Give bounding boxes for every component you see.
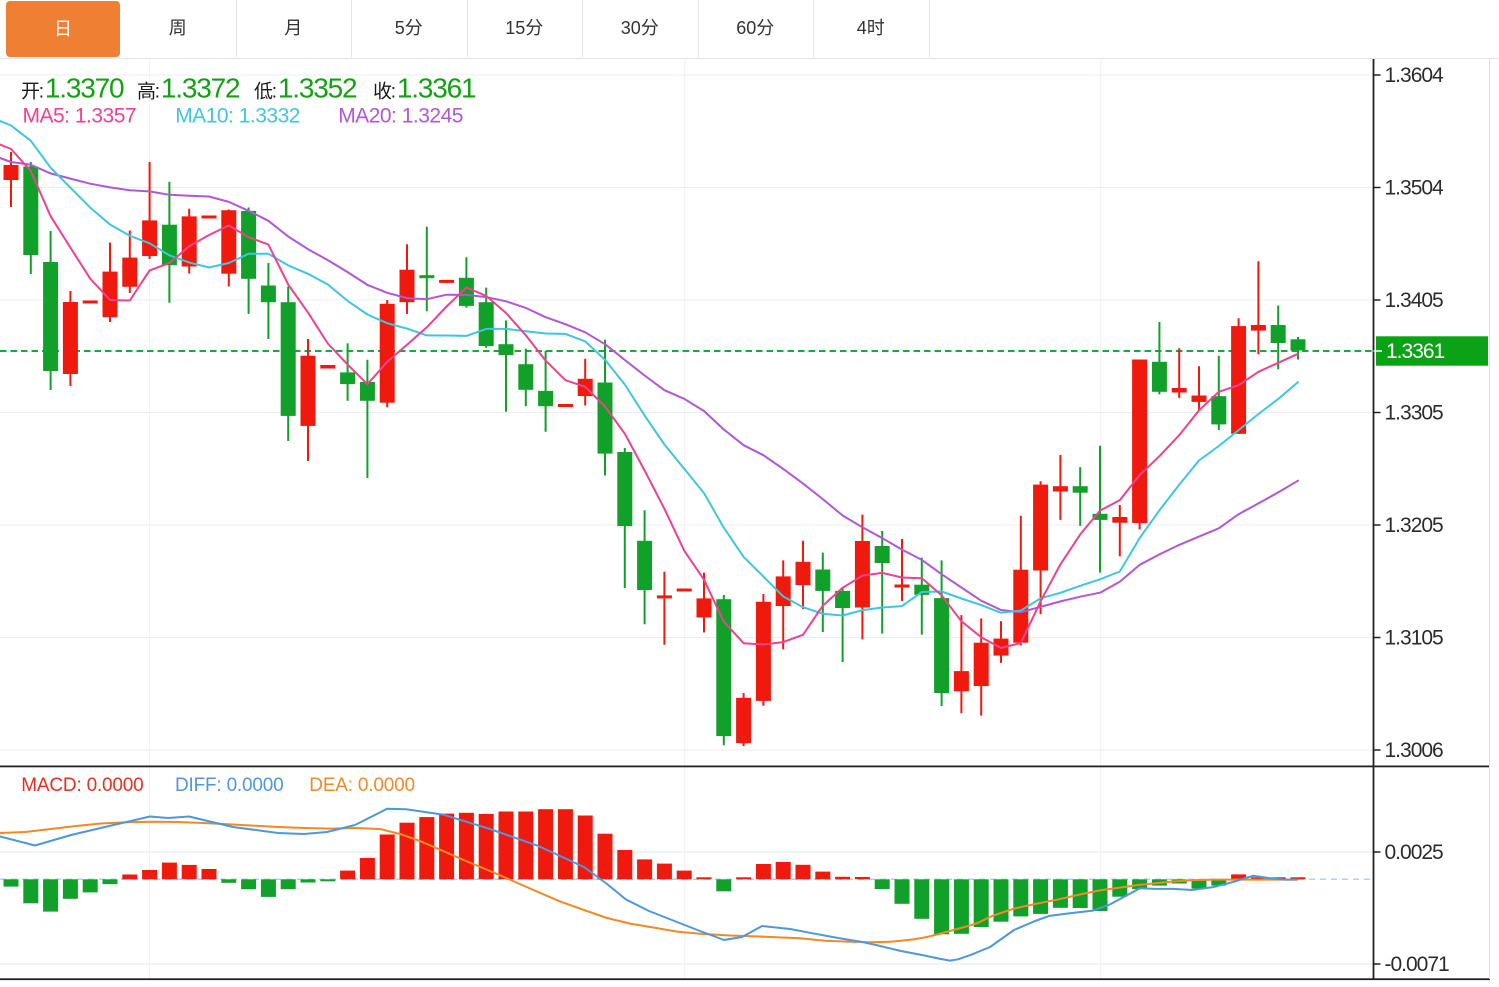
svg-text:1.3504: 1.3504: [1385, 177, 1445, 200]
svg-text:1.3361: 1.3361: [1386, 340, 1445, 363]
svg-text:1.3006: 1.3006: [1385, 739, 1444, 762]
svg-text:1.3305: 1.3305: [1385, 402, 1444, 425]
svg-text:0.0025: 0.0025: [1385, 841, 1444, 864]
svg-text:1.3405: 1.3405: [1385, 289, 1444, 312]
svg-text:1.3205: 1.3205: [1385, 514, 1444, 537]
svg-text:1.3604: 1.3604: [1385, 64, 1445, 87]
svg-text:-0.0071: -0.0071: [1385, 953, 1450, 976]
svg-text:1.3105: 1.3105: [1385, 627, 1444, 650]
